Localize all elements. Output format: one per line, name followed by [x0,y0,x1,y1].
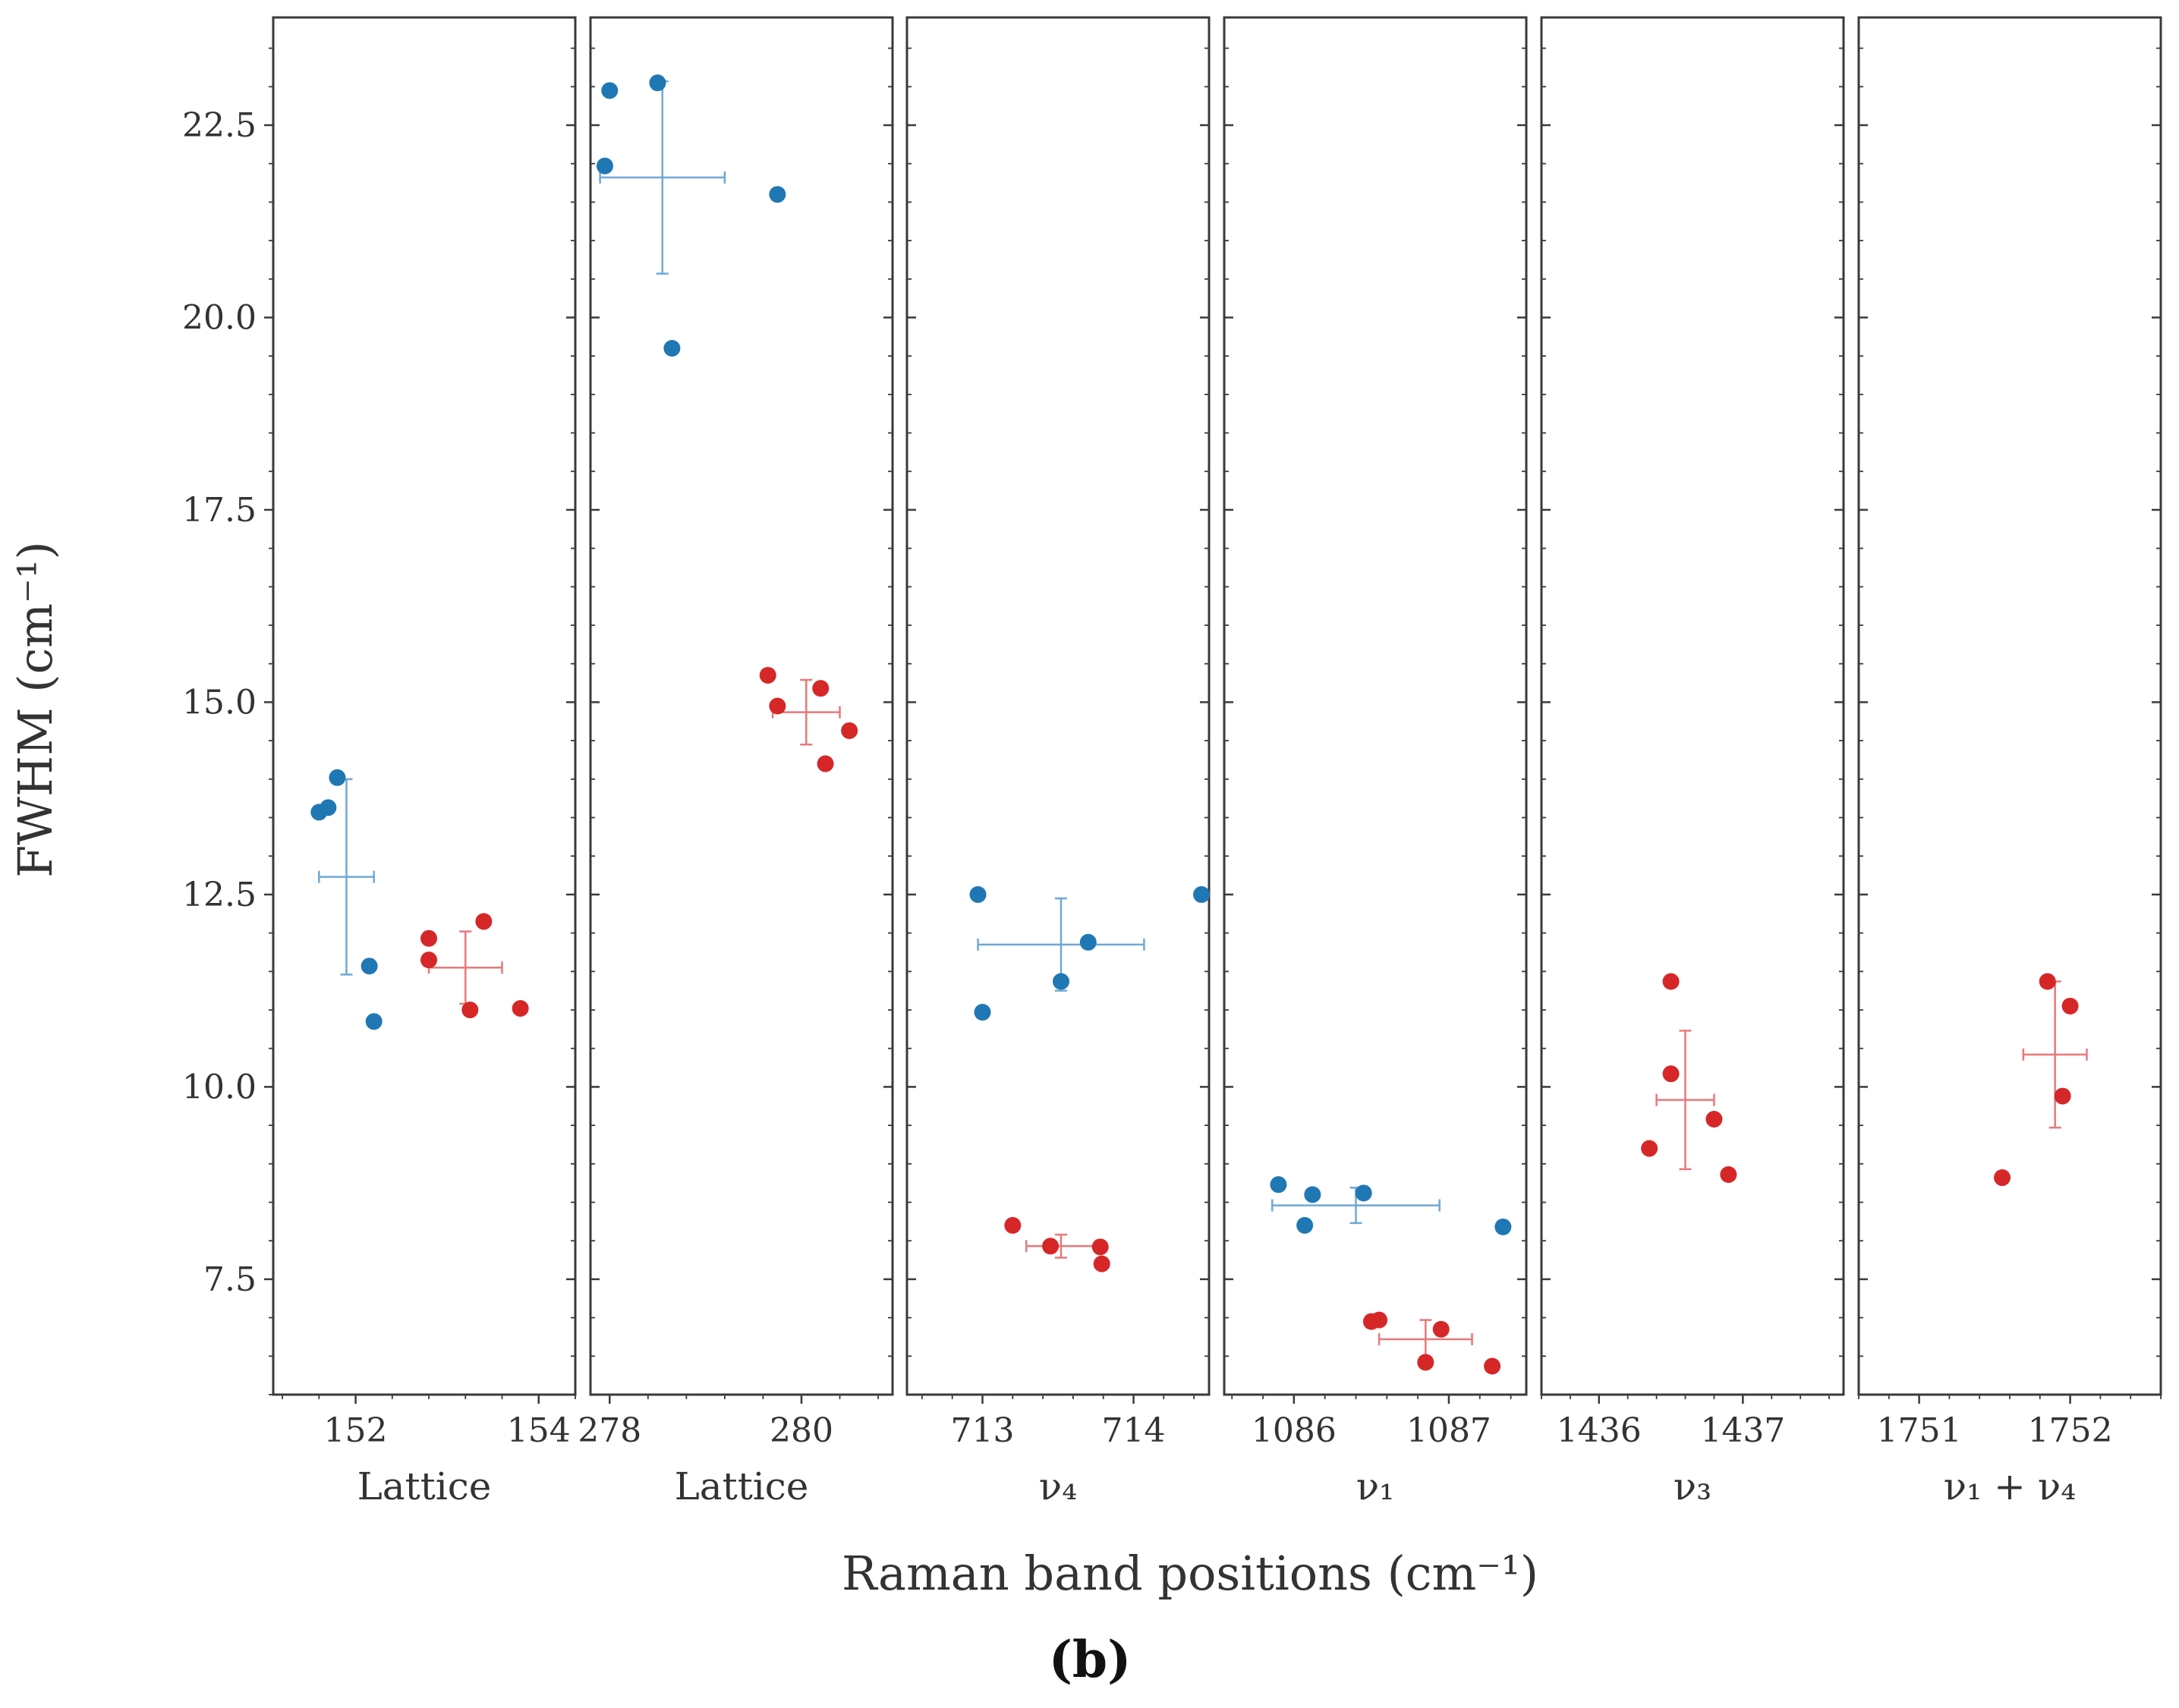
band-label: Lattice [675,1464,809,1508]
y-tick-label: 17.5 [182,491,257,530]
red-data-point [812,680,830,697]
blue-data-point [1052,973,1069,990]
y-axis-title: FWHM (cm⁻¹) [8,541,63,877]
panel-frame [1540,16,1845,1396]
blue-data-point [596,157,613,175]
band-label: ν₃ [1674,1464,1711,1508]
blue-mean-errorbar [318,778,375,976]
red-data-point [1994,1169,2011,1187]
blue-data-point [649,74,666,92]
panel-1: 7.5 10.0 12.5 15.0 17.5 20.0 22.5 152 154 Lattice [182,16,577,1508]
blue-data-point [1270,1176,1287,1194]
red-mean-errorbar [1378,1319,1473,1360]
red-data-point [2061,997,2079,1014]
red-data-point [817,755,834,772]
panel-frame [1857,16,2162,1396]
red-mean-errorbar [427,930,503,1005]
x-tick-label: 1751 [1877,1411,1962,1450]
red-data-point [512,999,529,1017]
blue-data-point [1079,933,1097,951]
band-label: Lattice [357,1464,492,1508]
x-tick-label: 152 [324,1411,388,1450]
red-data-point [1093,1255,1110,1272]
panel-6: 1751 1752 ν₁ + ν₄ [1857,16,2162,1508]
band-label: ν₁ + ν₄ [1944,1464,2077,1508]
red-mean-errorbar [1025,1233,1097,1259]
blue-data-point [769,186,786,203]
red-data-point [1720,1166,1737,1184]
red-data-point [841,722,858,739]
figure-label: (b) [1049,1630,1132,1689]
red-data-point [1042,1238,1060,1255]
x-tick-label: 1437 [1700,1411,1785,1450]
red-data-point [475,913,493,930]
panel-frame [1223,16,1528,1396]
x-tick-label: 1087 [1406,1411,1491,1450]
blue-data-point [1304,1186,1321,1203]
x-axis-title: Raman band positions (cm⁻¹) [842,1546,1538,1601]
red-mean-errorbar [1655,1030,1715,1171]
red-data-point [1417,1354,1434,1371]
red-data-point [1662,973,1680,990]
x-tick-label: 714 [1102,1411,1166,1450]
x-tick-label: 278 [578,1411,641,1450]
red-data-point [1662,1065,1680,1083]
red-data-point [1091,1238,1109,1256]
y-tick-label: 10.0 [182,1068,257,1106]
y-tick-label: 20.0 [182,298,257,337]
panel-frame [272,16,577,1396]
red-data-point [769,697,786,715]
x-tick-label: 1436 [1557,1411,1642,1450]
blue-data-point [1193,885,1211,903]
panel-3: 713 714 ν₄ [905,16,1211,1508]
blue-data-point [361,958,378,975]
red-data-point [1432,1320,1450,1338]
blue-data-point [320,799,337,816]
x-tick-label: 154 [507,1411,571,1450]
blue-data-point [1296,1216,1314,1234]
band-label: ν₄ [1039,1464,1077,1508]
red-data-point [1371,1311,1388,1329]
y-tick-label: 15.0 [182,683,257,722]
blue-data-point [663,340,681,357]
red-data-point [2054,1087,2071,1105]
y-tick-label: 22.5 [182,106,257,145]
blue-data-point [1355,1184,1372,1202]
blue-mean-errorbar [1271,1186,1441,1225]
red-data-point [420,952,438,969]
red-data-point [461,1002,479,1019]
blue-data-point [1494,1218,1512,1235]
band-label: ν₁ [1356,1464,1394,1508]
red-data-point [2039,973,2056,990]
x-tick-label: 1752 [2028,1411,2113,1450]
blue-data-point [974,1004,991,1021]
blue-data-point [601,82,619,99]
red-data-point [1641,1140,1658,1157]
blue-data-point [969,885,987,903]
panel-4: 1086 1087 ν₁ [1223,16,1528,1508]
blue-data-point [365,1013,383,1030]
red-data-point [1705,1111,1723,1128]
x-tick-label: 1086 [1252,1411,1337,1450]
panel-frame [589,16,894,1396]
red-data-point [759,666,776,684]
blue-data-point [329,769,346,786]
red-mean-errorbar [771,678,841,746]
y-tick-label: 7.5 [203,1260,257,1299]
blue-mean-errorbar [599,80,726,275]
x-tick-label: 713 [951,1411,1015,1450]
y-tick-label: 12.5 [182,876,257,914]
panel-frame [905,16,1211,1396]
panel-2: 278 280 Lattice [578,16,894,1508]
red-data-point [1484,1357,1501,1375]
red-data-point [1004,1216,1022,1234]
panels-layer: 7.5 10.0 12.5 15.0 17.5 20.0 22.5 152 154 Lattice… [182,16,2162,1508]
red-data-point [420,929,438,947]
x-tick-label: 280 [770,1411,833,1450]
panel-5: 1436 1437 ν₃ [1540,16,1845,1508]
